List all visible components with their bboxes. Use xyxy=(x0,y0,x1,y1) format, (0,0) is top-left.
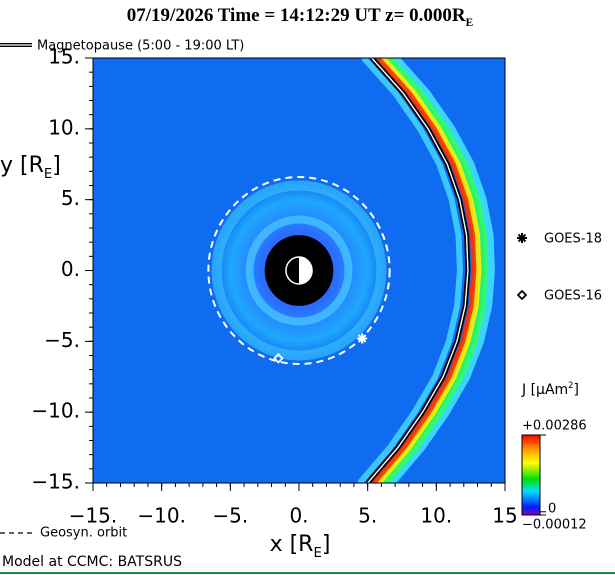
legend-magnetopause: Magnetopause (5:00 - 19:00 LT) xyxy=(37,39,244,54)
current-band xyxy=(380,58,489,483)
y-tick-label: 5. xyxy=(61,186,80,210)
text-part: E xyxy=(313,546,321,561)
x-tick-label: 10. xyxy=(420,504,452,528)
geosync-orbit xyxy=(207,176,391,365)
text-part: ] xyxy=(322,532,331,557)
satellite-marker xyxy=(357,333,368,344)
x-tick-label: −5. xyxy=(212,504,248,528)
text-part: J [ xyxy=(521,382,536,398)
text-part: μA xyxy=(536,382,555,398)
inner-ring xyxy=(245,215,353,326)
text-part: m xyxy=(555,382,569,398)
colorbar-tick-label: 0 xyxy=(548,501,556,516)
current-band xyxy=(371,58,477,483)
x-axis-label: x [RE] xyxy=(270,532,331,561)
x-tick-label: 5. xyxy=(358,504,377,528)
colorbar-label: J [μAm2] xyxy=(521,380,579,399)
colorbar-tick-label: +0.00286 xyxy=(522,419,587,434)
satellite-marker xyxy=(273,353,284,364)
y-tick-label: 0. xyxy=(61,257,80,281)
text-part: x [R xyxy=(270,532,314,557)
colorbar xyxy=(521,434,541,516)
text-part: ] xyxy=(52,153,61,178)
y-tick-label: −10. xyxy=(31,399,80,423)
magnetopause xyxy=(367,58,469,483)
text-part: 07/19/2026 Time = 14:12:29 UT xyxy=(127,5,385,26)
inner-ring xyxy=(211,180,387,361)
x-tick-label: −15. xyxy=(69,504,118,528)
earth-dayside xyxy=(299,257,313,284)
satellite-marker xyxy=(517,233,527,243)
current-band xyxy=(385,58,495,483)
footer: Model at CCMC: BATSRUS xyxy=(2,554,182,570)
chart-title: 07/19/2026 Time = 14:12:29 UT z= 0.000RE xyxy=(127,5,474,28)
y-tick-label: 15. xyxy=(48,45,80,69)
text-part: y [R xyxy=(0,153,44,178)
text-part: E xyxy=(466,17,474,29)
satellite-legend: GOES-18 xyxy=(544,232,602,247)
x-tick-label: −10. xyxy=(137,504,186,528)
x-tick-label: 0. xyxy=(289,504,308,528)
current-band xyxy=(357,58,463,483)
x-tick-label: 15 xyxy=(492,504,517,528)
plot-area xyxy=(93,58,505,483)
text-part: ] xyxy=(574,382,579,398)
text-part: z= 0.000R xyxy=(385,5,466,26)
y-tick-label: −5. xyxy=(44,328,80,352)
colorbar-tick-label: −0.00012 xyxy=(522,518,587,533)
y-tick-label: −15. xyxy=(31,470,80,494)
satellite-marker xyxy=(516,289,528,301)
current-band xyxy=(375,58,482,483)
text-part: E xyxy=(44,167,52,182)
legend-orbit: Geosyn. orbit xyxy=(40,526,127,541)
y-tick-label: 10. xyxy=(48,115,80,139)
text-part: 2 xyxy=(568,380,573,390)
y-axis-label: y [RE] xyxy=(0,153,61,182)
satellite-legend: GOES-16 xyxy=(544,289,602,304)
